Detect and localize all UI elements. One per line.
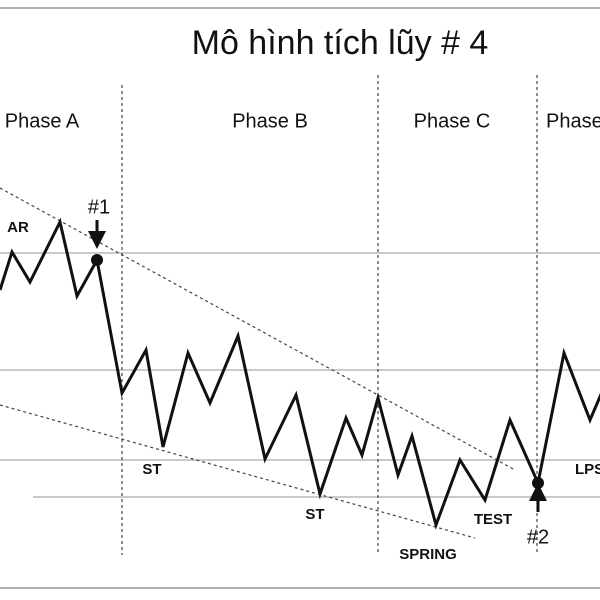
dividers xyxy=(0,75,538,555)
phase-label: Phase D xyxy=(546,110,600,132)
price-path xyxy=(0,217,600,530)
title: Mô hình tích lũy # 4 xyxy=(192,24,489,62)
label: ST xyxy=(142,461,161,478)
label: SPRING xyxy=(399,546,457,563)
phase-label: Phase C xyxy=(414,110,491,132)
phase-label: Phase A xyxy=(5,110,80,132)
label: ST xyxy=(305,506,324,523)
label: LPS xyxy=(575,461,600,478)
label: TEST xyxy=(474,511,512,528)
trend-line xyxy=(0,404,476,539)
levels xyxy=(0,252,600,498)
frame xyxy=(0,7,600,589)
point xyxy=(532,477,544,489)
label: #1 xyxy=(88,196,110,218)
label: AR xyxy=(7,219,29,236)
trend-line xyxy=(0,187,516,471)
point xyxy=(91,254,103,266)
label: #2 xyxy=(527,526,549,548)
phase-label: Phase B xyxy=(232,110,308,132)
